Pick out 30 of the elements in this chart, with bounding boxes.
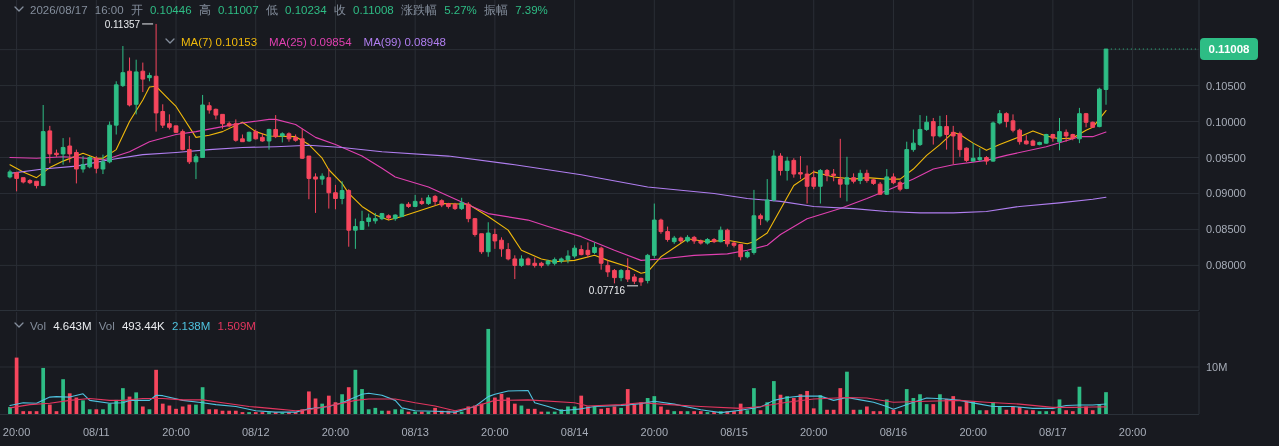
x-tick-label: 08/13 (401, 426, 429, 438)
annotation: 0.11008 (1208, 43, 1251, 56)
x-tick-label: 08/12 (241, 426, 270, 438)
annotation: 0.07716 (588, 284, 626, 296)
text: Vol 4.643M Vol 493.44K 2.138M 1.509M (30, 320, 256, 332)
x-tick-label: 20:00 (640, 426, 669, 438)
x-tick-label: 20:00 (799, 426, 828, 438)
y-tick-label: 10M (1206, 361, 1228, 373)
x-tick-label: 20:00 (162, 426, 190, 438)
text: MA(7) 0.10153 (181, 36, 258, 48)
x-tick-label: 20:00 (1118, 426, 1147, 438)
chart-title: 2026/08/17 16:00 开 0.10446 高 0.11007 低 0.10234 收 0.11008 涨跌幅 5.27% 振幅 7.39% (30, 4, 548, 16)
x-tick-label: 20:00 (959, 426, 987, 438)
y-tick-label: 0.09000 (1206, 187, 1246, 200)
annotation: 0.11357 (104, 18, 141, 30)
x-tick-label: 20:00 (481, 426, 509, 438)
text: MA(99) 0.08948 (363, 36, 447, 48)
x-tick-label: 20:00 (2, 426, 31, 438)
x-tick-label: 08/16 (879, 426, 908, 438)
x-tick-label: 08/17 (1039, 426, 1067, 438)
x-tick-label: 08/15 (720, 426, 748, 438)
x-tick-label: 08/11 (82, 426, 110, 438)
y-tick-label: 0.10500 (1206, 79, 1246, 92)
text: MA(25) 0.09854 (269, 36, 353, 48)
y-tick-label: 0.09500 (1206, 151, 1246, 164)
x-tick-label: 20:00 (321, 426, 350, 438)
x-tick-label: 08/14 (560, 426, 589, 438)
y-tick-label: 0.10000 (1206, 115, 1246, 128)
y-tick-label: 0.08500 (1206, 223, 1246, 236)
y-tick-label: 0.08000 (1206, 259, 1246, 272)
